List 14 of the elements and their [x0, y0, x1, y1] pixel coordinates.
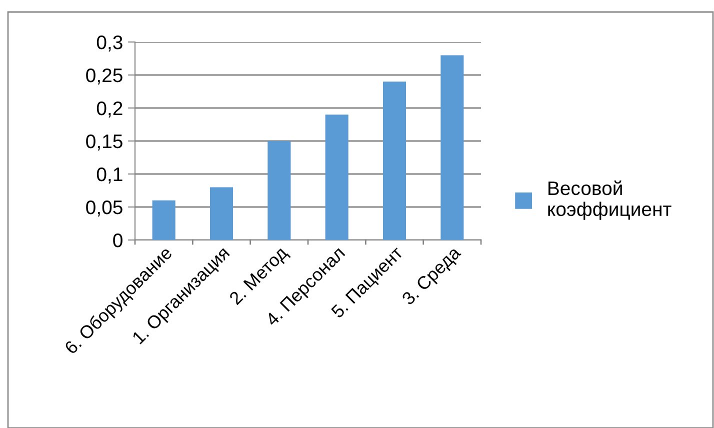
bar — [440, 55, 464, 240]
y-tick-label: 0 — [113, 233, 122, 248]
bar — [210, 187, 234, 240]
bar — [268, 141, 291, 240]
bar — [325, 114, 348, 240]
y-tick-label: 0,2 — [96, 101, 122, 118]
y-tick-label: 0,3 — [96, 35, 122, 52]
legend-label: Весовой коэффициент — [548, 180, 672, 220]
bar — [152, 200, 176, 240]
y-tick-label: 0,05 — [86, 200, 122, 217]
y-tick-label: 0,1 — [96, 167, 122, 184]
y-tick-label: 0,15 — [86, 134, 122, 151]
bar — [382, 82, 406, 240]
y-tick-label: 0,25 — [86, 68, 122, 85]
